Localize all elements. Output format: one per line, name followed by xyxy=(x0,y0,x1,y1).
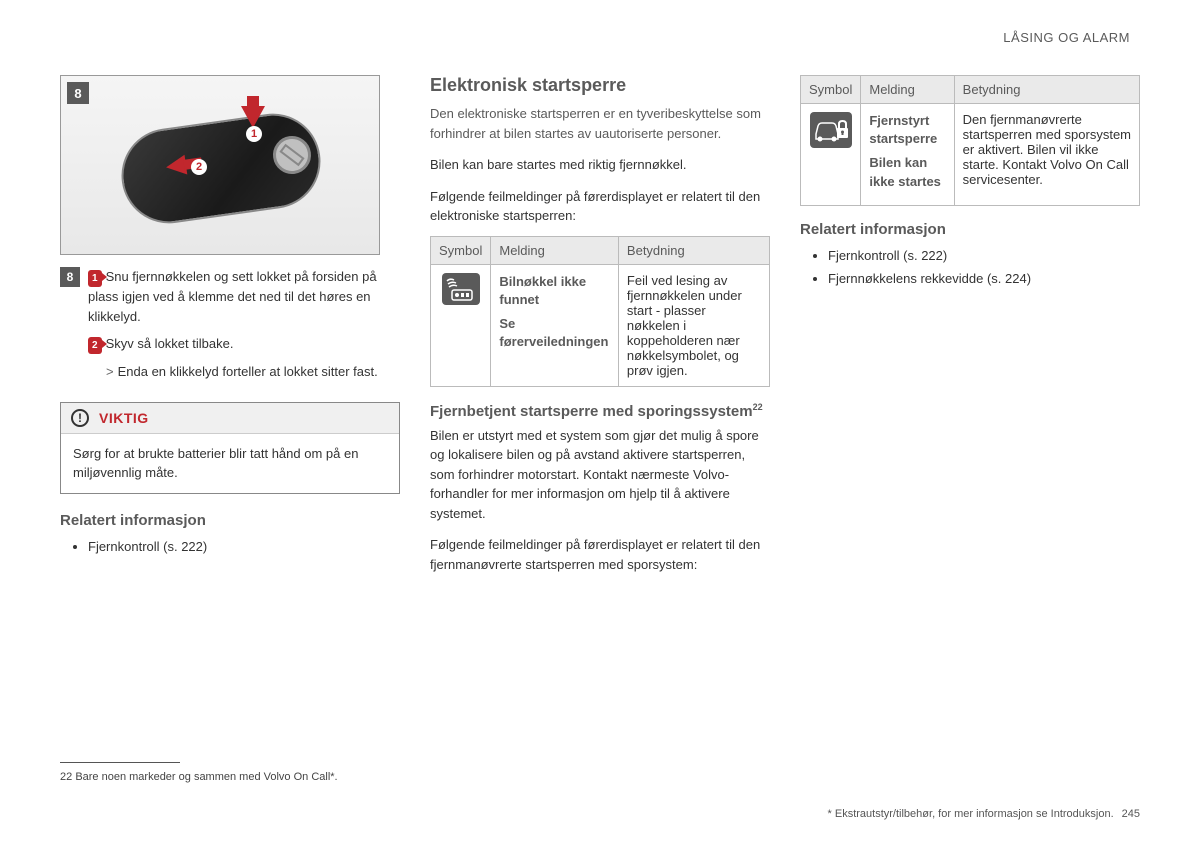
footer-note: * Ekstrautstyr/tilbehør, for mer informa… xyxy=(828,808,1140,820)
section-heading-remote: Fjernbetjent startsperre med sporingssys… xyxy=(430,402,770,420)
exclaim-icon: ! xyxy=(71,409,89,427)
important-label: VIKTIG xyxy=(99,410,149,426)
immobilizer-intro: Den elektroniske startsperren er en tyve… xyxy=(430,104,770,143)
step-2-text: Skyv så lokket tilbake. xyxy=(106,336,234,351)
related-link: Fjernkontroll (s. 222) xyxy=(88,535,400,558)
table-header: Betydning xyxy=(618,236,769,264)
table-header: Symbol xyxy=(431,236,491,264)
related-link: Fjernnøkkelens rekkevidde (s. 224) xyxy=(828,267,1140,290)
footnote: 22 Bare noen markeder og sammen med Volv… xyxy=(60,771,338,783)
related-link: Fjernkontroll (s. 222) xyxy=(828,244,1140,267)
red-marker-1: 1 xyxy=(88,270,102,287)
arrow-label-2: 2 xyxy=(191,159,207,175)
error-table-2: Symbol Melding Betydning Fjernstyrt star… xyxy=(800,75,1140,206)
related-info-heading: Relatert informasjon xyxy=(60,512,400,529)
section-heading-immobilizer: Elektronisk startsperre xyxy=(430,75,770,96)
illustration-step-badge: 8 xyxy=(67,82,89,104)
remote-p1: Bilen er utstyrt med et system som gjør … xyxy=(430,426,770,524)
table-meaning-cell: Feil ved lesing av fjernnøkkelen under s… xyxy=(618,264,769,386)
step-1-text: Snu fjernnøkkelen og sett lokket på fors… xyxy=(88,269,377,324)
table-meaning-cell: Den fjernmanøvrerte startsperren med spo… xyxy=(954,104,1139,206)
important-box: ! VIKTIG Sørg for at brukte batterier bl… xyxy=(60,402,400,494)
result-arrow-icon: > xyxy=(106,364,114,379)
table-header: Melding xyxy=(491,236,619,264)
step-number-badge: 8 xyxy=(60,267,80,287)
table-header: Betydning xyxy=(954,76,1139,104)
table-message-cell: Bilnøkkel ikke funnet Se førerveiledning… xyxy=(491,264,619,386)
immobilizer-p1: Bilen kan bare startes med riktig fjernn… xyxy=(430,155,770,175)
car-lock-icon xyxy=(810,112,852,148)
related-info-heading: Relatert informasjon xyxy=(800,221,1140,238)
step-2-result: Enda en klikkelyd forteller at lokket si… xyxy=(118,364,378,379)
red-marker-2: 2 xyxy=(88,337,102,354)
footnote-rule xyxy=(60,762,180,763)
page-number: 245 xyxy=(1122,808,1140,820)
key-not-found-icon xyxy=(442,273,480,305)
immobilizer-p2: Følgende feilmeldinger på førerdisplayet… xyxy=(430,187,770,226)
table-header: Melding xyxy=(861,76,954,104)
table-message-cell: Fjernstyrt startsperre Bilen kan ikke st… xyxy=(861,104,954,206)
error-table-1: Symbol Melding Betydning Bilnøkkel ikke … xyxy=(430,236,770,387)
table-header: Symbol xyxy=(801,76,861,104)
important-body: Sørg for at brukte batterier blir tatt h… xyxy=(61,434,399,493)
remote-p2: Følgende feilmeldinger på førerdisplayet… xyxy=(430,535,770,574)
chapter-title: LÅSING OG ALARM xyxy=(60,30,1130,45)
key-fob-illustration: 8 1 2 xyxy=(60,75,380,255)
arrow-label-1: 1 xyxy=(246,126,262,142)
